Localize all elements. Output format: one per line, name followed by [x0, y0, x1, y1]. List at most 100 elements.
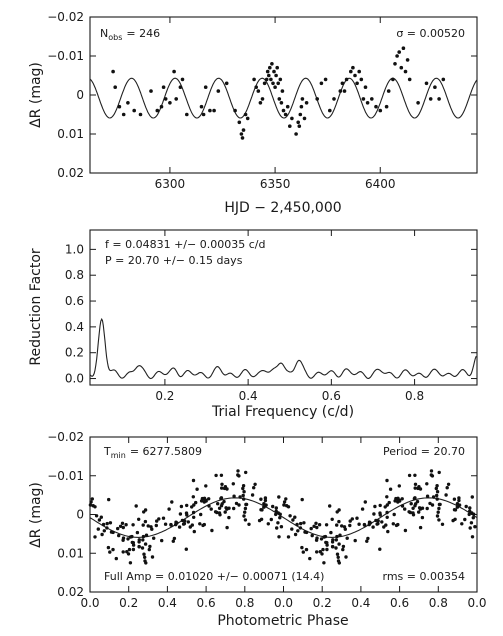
phased-point	[279, 525, 284, 529]
light-curve-panel: 6300 6350 6400 −0.02 −0.01 0 0.01 0.02 Nobs = 24…	[28, 10, 478, 216]
phased-point	[371, 525, 375, 529]
phased-point	[315, 525, 319, 530]
phased-point	[330, 540, 335, 544]
phased-point	[242, 514, 246, 518]
y-tick-label: 0	[76, 508, 84, 522]
phased-point	[213, 510, 218, 514]
phased-point	[375, 522, 379, 526]
phased-point	[128, 561, 133, 565]
x-tick-label: 0.8	[429, 596, 448, 610]
observation-point	[285, 104, 290, 109]
phased-point	[90, 497, 95, 501]
phased-point	[263, 496, 268, 500]
phased-point	[242, 490, 246, 494]
x-tick-label: 6300	[155, 177, 186, 191]
phased-point	[304, 530, 309, 535]
phased-point	[425, 506, 429, 511]
observation-point	[279, 101, 284, 105]
phased-point	[244, 502, 248, 507]
phased-point	[296, 529, 300, 533]
phased-point	[241, 486, 245, 491]
y-tick-label: −0.01	[47, 49, 84, 63]
phased-point	[378, 503, 382, 508]
observation-point	[332, 97, 336, 101]
observation-point	[269, 77, 273, 82]
frequency-annotation: f = 0.04831 +/− 0.00035 c/d	[105, 238, 265, 251]
observation-point	[433, 85, 437, 89]
x-tick-label: 0.0	[467, 596, 486, 610]
phased-point	[308, 556, 312, 561]
phased-point	[236, 473, 240, 477]
phased-point	[435, 490, 440, 494]
phased-point	[266, 522, 270, 526]
phased-point	[418, 487, 423, 491]
light-curve-model	[89, 77, 478, 119]
phased-point	[121, 525, 126, 530]
phased-point	[315, 550, 319, 554]
phased-point	[186, 520, 190, 524]
phased-point	[274, 509, 278, 513]
phased-point	[348, 519, 352, 523]
phased-point	[210, 528, 214, 533]
phased-point	[243, 506, 248, 511]
phased-point	[223, 510, 227, 514]
phased-point	[435, 493, 439, 498]
light-curve-ylabel: ΔR (mag)	[28, 62, 44, 128]
phased-point	[243, 518, 248, 522]
observation-point	[342, 89, 347, 93]
observation-point	[340, 81, 345, 86]
phased-point	[392, 512, 396, 517]
phased-point	[108, 521, 113, 525]
phased-point	[363, 500, 367, 504]
phased-point	[367, 522, 371, 527]
observation-point	[280, 89, 285, 93]
phased-point	[328, 504, 332, 508]
observation-point	[273, 85, 277, 89]
phased-ylabel: ΔR (mag)	[28, 482, 44, 548]
light-curve-xlabel: HJD − 2,450,000	[224, 200, 341, 216]
observation-point	[272, 69, 276, 74]
phased-point	[440, 522, 445, 526]
phased-point	[195, 487, 199, 491]
phased-point	[413, 486, 417, 490]
observation-point	[239, 132, 244, 136]
phased-point	[161, 516, 166, 520]
phased-point	[420, 506, 425, 510]
phased-point	[220, 502, 224, 506]
phased-point	[414, 502, 418, 506]
periodogram-panel: 0.2 0.4 0.6 0.8 0.0 0.2 0.4 0.6 0.8 1.0 f = 0.048…	[28, 229, 478, 420]
phased-point	[137, 517, 141, 521]
phased-point	[116, 526, 120, 531]
phased-point	[362, 522, 367, 527]
phased-point	[473, 525, 477, 529]
observation-point	[344, 77, 349, 82]
observation-point	[359, 77, 364, 82]
phased-point	[271, 504, 275, 509]
observation-point	[224, 81, 229, 86]
observation-point	[274, 73, 278, 78]
phased-point	[284, 497, 288, 501]
phased-point	[471, 516, 475, 520]
observation-point	[296, 120, 301, 125]
observation-point	[357, 69, 362, 74]
phased-point	[198, 522, 202, 526]
phased-point	[172, 536, 177, 541]
phased-point	[237, 503, 241, 507]
observation-point	[353, 73, 357, 78]
observation-point	[315, 97, 320, 101]
phased-point	[148, 544, 152, 549]
observation-point	[399, 65, 404, 70]
observation-point	[172, 69, 176, 74]
periodogram-ylabel: Reduction Factor	[28, 248, 44, 366]
phased-point	[400, 504, 405, 508]
phased-point	[291, 518, 295, 522]
y-tick-label: −0.01	[47, 469, 84, 483]
phased-point	[322, 561, 326, 565]
phased-point	[114, 556, 119, 561]
observation-point	[298, 112, 303, 117]
phased-point	[184, 547, 188, 551]
phased-point	[341, 547, 345, 552]
phased-point	[99, 515, 104, 519]
phased-point	[178, 512, 183, 516]
phased-point	[127, 547, 132, 552]
